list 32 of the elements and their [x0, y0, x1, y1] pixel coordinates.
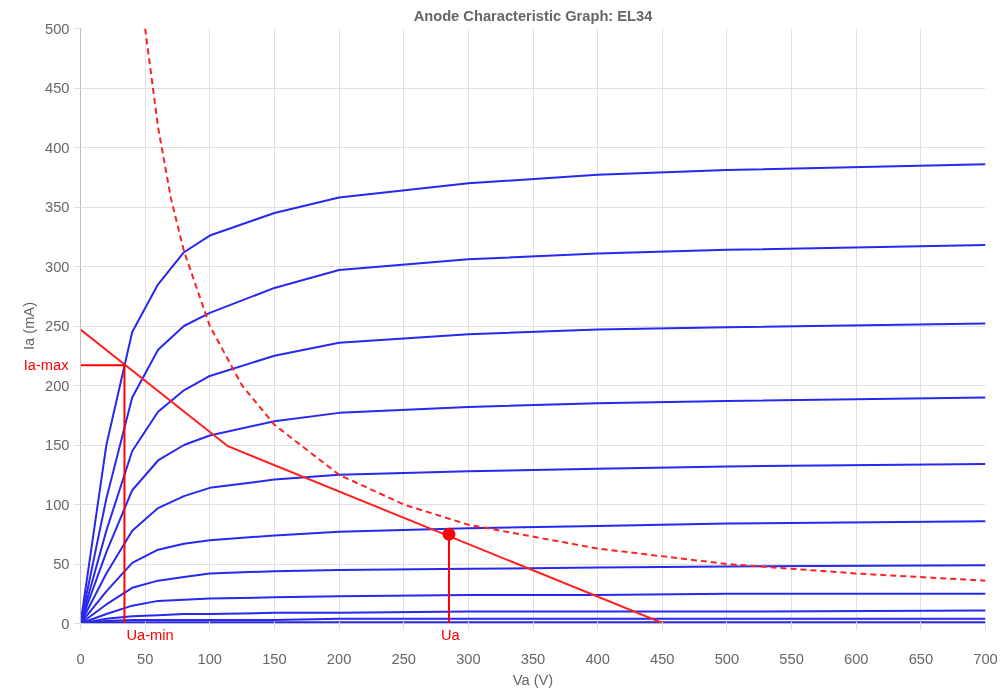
y-tick-label: 50 — [53, 556, 70, 572]
y-tick-label: 500 — [45, 20, 70, 37]
x-tick-label: 350 — [520, 650, 546, 667]
x-tick-label: 0 — [76, 650, 85, 667]
x-tick-label: 650 — [908, 650, 934, 667]
y-tick-label: 250 — [45, 318, 70, 334]
x-tick-label: 600 — [843, 650, 869, 667]
y-tick-label: 200 — [45, 377, 70, 394]
y-tick-label: 450 — [45, 80, 70, 96]
x-tick-label: 400 — [585, 650, 610, 667]
chart-title: Anode Characteristic Graph: EL34 — [413, 7, 654, 24]
x-tick-label: 50 — [136, 650, 154, 667]
annotation: Ua — [440, 626, 461, 643]
y-tick-label: 150 — [45, 437, 70, 453]
x-tick-label: 250 — [391, 650, 416, 667]
x-tick-label: 700 — [973, 650, 998, 667]
x-tick-label: 150 — [262, 650, 287, 667]
y-tick-label: 300 — [45, 258, 70, 275]
x-tick-label: 100 — [197, 650, 223, 667]
y-tick-label: 350 — [45, 199, 70, 215]
x-tick-label: 200 — [326, 650, 352, 667]
x-tick-label: 300 — [456, 650, 481, 667]
x-tick-label: 550 — [779, 650, 804, 667]
annotation: Ua-min — [126, 626, 174, 643]
annotation: Ia-max — [23, 357, 70, 374]
y-tick-label: 400 — [45, 139, 70, 156]
y-tick-label: 100 — [45, 496, 70, 513]
x-tick-label: 500 — [714, 650, 740, 667]
x-tick-label: 450 — [650, 650, 675, 667]
y-tick-label: 0 — [61, 615, 70, 632]
y-axis-title: Ia (mA) — [21, 301, 38, 351]
x-axis-title: Va (V) — [512, 671, 554, 688]
